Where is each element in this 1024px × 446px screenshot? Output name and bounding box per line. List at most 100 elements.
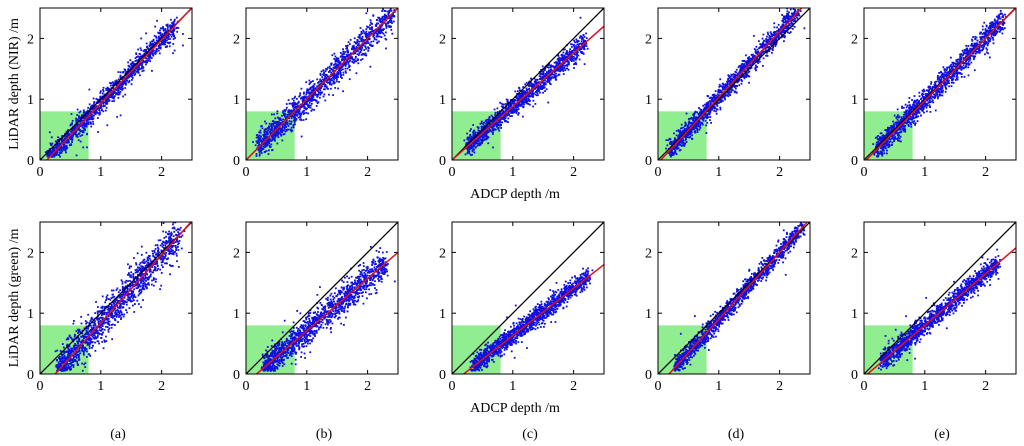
data-point <box>122 71 124 74</box>
data-point <box>266 132 269 135</box>
data-point <box>799 10 802 12</box>
data-point <box>117 90 120 92</box>
data-point <box>164 35 167 38</box>
data-point <box>573 43 575 46</box>
data-point <box>549 74 552 77</box>
data-point <box>121 84 124 86</box>
data-point <box>486 124 489 127</box>
data-point <box>252 141 254 143</box>
data-point <box>285 129 288 132</box>
data-point <box>296 110 299 113</box>
data-point <box>551 65 554 68</box>
data-point <box>78 117 80 119</box>
data-point <box>355 50 358 53</box>
data-point <box>316 95 318 98</box>
data-point <box>390 25 392 28</box>
data-point <box>129 63 132 66</box>
data-point <box>332 82 335 85</box>
data-point <box>145 61 148 64</box>
data-point <box>64 145 67 148</box>
data-point <box>48 152 50 154</box>
data-point <box>741 62 744 65</box>
data-point <box>336 58 339 61</box>
data-point <box>573 49 575 52</box>
data-point <box>372 29 375 32</box>
data-point <box>549 77 551 80</box>
data-point <box>508 110 511 113</box>
data-point <box>86 121 89 124</box>
data-point <box>102 86 105 89</box>
data-point <box>267 133 269 136</box>
data-point <box>105 87 108 90</box>
data-point <box>500 127 503 129</box>
data-point <box>130 83 133 86</box>
data-point <box>524 91 526 94</box>
data-point <box>390 5 392 7</box>
data-point <box>565 67 568 70</box>
data-point <box>471 153 473 156</box>
data-point <box>264 144 267 147</box>
data-point <box>96 108 98 111</box>
data-point <box>547 77 550 80</box>
data-point <box>138 68 141 71</box>
data-point <box>761 46 764 49</box>
data-point <box>679 130 682 132</box>
data-point <box>516 92 518 95</box>
data-point <box>516 103 519 106</box>
data-point <box>465 142 468 145</box>
data-point <box>562 59 565 62</box>
data-point <box>294 112 297 115</box>
data-point <box>469 129 472 132</box>
data-point <box>354 47 357 50</box>
data-point <box>140 62 142 65</box>
data-point <box>361 39 364 42</box>
data-point <box>481 140 484 143</box>
data-point <box>286 116 289 118</box>
data-point <box>134 60 137 62</box>
data-point <box>275 124 278 126</box>
data-point <box>491 124 494 127</box>
data-point <box>276 120 278 123</box>
data-point <box>521 90 524 93</box>
data-point <box>359 51 362 53</box>
data-point <box>514 110 517 112</box>
data-point <box>389 26 391 29</box>
data-point <box>349 56 352 59</box>
data-point <box>766 55 769 57</box>
data-point <box>539 73 542 76</box>
data-point <box>92 104 95 107</box>
data-point <box>571 55 574 58</box>
data-point <box>407 18 409 20</box>
data-point <box>525 98 528 101</box>
data-point <box>551 76 553 79</box>
data-point <box>370 44 373 47</box>
data-point <box>68 144 71 147</box>
data-point <box>364 52 367 55</box>
data-point <box>529 81 532 84</box>
data-point <box>336 80 338 83</box>
data-point <box>161 27 164 30</box>
data-point <box>125 71 128 74</box>
data-point <box>127 61 129 64</box>
data-point <box>172 24 175 27</box>
data-point <box>561 63 564 66</box>
data-point <box>165 24 168 26</box>
data-point <box>545 88 548 91</box>
data-point <box>507 101 510 104</box>
data-point <box>177 27 180 29</box>
data-point <box>520 95 523 98</box>
data-point <box>537 89 540 91</box>
data-point <box>283 133 286 135</box>
data-point <box>563 54 565 57</box>
data-point <box>157 32 160 35</box>
data-point <box>576 39 579 42</box>
data-point <box>578 49 581 52</box>
data-point <box>393 15 396 18</box>
data-point <box>509 104 512 107</box>
data-point <box>302 92 305 95</box>
data-point <box>276 125 279 128</box>
data-point <box>78 115 80 118</box>
data-point <box>165 36 168 39</box>
data-point <box>307 112 310 115</box>
data-point <box>525 92 528 94</box>
